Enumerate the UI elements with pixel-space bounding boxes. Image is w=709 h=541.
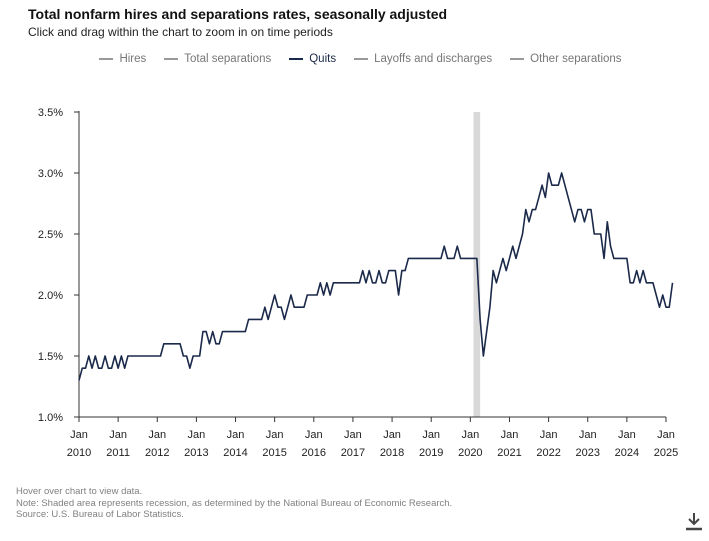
x-tick-label-year: 2019 — [419, 447, 443, 459]
x-tick-label-month: Jan — [109, 429, 127, 441]
legend: Hires Total separations Quits Layoffs an… — [0, 53, 709, 65]
y-tick-label: 3.5% — [38, 107, 63, 119]
legend-item-quits[interactable]: Quits — [289, 53, 336, 65]
x-tick-label-month: Jan — [70, 429, 88, 441]
y-tick-label: 1.5% — [38, 351, 63, 363]
legend-label-quits: Quits — [309, 53, 337, 65]
x-tick-label-month: Jan — [266, 429, 284, 441]
axis-layer: 1.0% 1.5% 2.0% 2.5% 3.0% 3.5% Jan 2010 Jan 2011 Ja… — [38, 107, 678, 459]
x-tick-label-year: 2023 — [575, 447, 599, 459]
series-line-quits[interactable] — [78, 172, 674, 381]
hover-hint: Hover over chart to view data. — [16, 486, 143, 497]
x-tick-label-year: 2017 — [341, 447, 365, 459]
x-tick-label-month: Jan — [501, 429, 519, 441]
x-tick-label-month: Jan — [579, 429, 597, 441]
x-tick-label-month: Jan — [657, 429, 675, 441]
x-tick-label-month: Jan — [618, 429, 636, 441]
y-tick-label: 1.0% — [38, 412, 63, 424]
legend-item-total-separations[interactable]: Total separations — [164, 53, 271, 65]
legend-item-hires[interactable]: Hires — [99, 53, 146, 65]
series-layer — [78, 172, 674, 381]
x-tick-label-year: 2022 — [536, 447, 560, 459]
x-tick-label-year: 2024 — [615, 447, 639, 459]
legend-swatch-total-separations — [164, 58, 179, 60]
x-tick-label-month: Jan — [461, 429, 479, 441]
chart-notes: Hover over chart to view data. Note: Sha… — [16, 486, 452, 521]
x-tick-label-month: Jan — [383, 429, 401, 441]
x-tick-label-year: 2015 — [262, 447, 286, 459]
x-tick-label-year: 2014 — [223, 447, 247, 459]
legend-swatch-other-separations — [510, 58, 525, 60]
x-tick-label-year: 2016 — [302, 447, 326, 459]
legend-label-hires: Hires — [119, 53, 147, 65]
y-tick-label: 3.0% — [38, 168, 63, 180]
x-tick-label-month: Jan — [540, 429, 558, 441]
legend-swatch-layoffs-and-discharges — [354, 58, 369, 60]
x-tick-label-year: 2012 — [145, 447, 169, 459]
chart-title: Total nonfarm hires and separations rate… — [28, 6, 448, 22]
x-tick-label-year: 2018 — [380, 447, 404, 459]
x-tick-label-year: 2021 — [497, 447, 521, 459]
legend-label-total-separations: Total separations — [184, 53, 272, 65]
legend-swatch-hires — [99, 58, 114, 60]
x-tick-label-month: Jan — [148, 429, 166, 441]
legend-item-other-separations[interactable]: Other separations — [510, 53, 622, 65]
legend-item-layoffs-and-discharges[interactable]: Layoffs and discharges — [354, 53, 492, 65]
x-tick-label-month: Jan — [422, 429, 440, 441]
x-tick-label-year: 2011 — [106, 447, 130, 459]
chart-subtitle: Click and drag within the chart to zoom … — [28, 25, 333, 39]
x-tick-label-month: Jan — [188, 429, 206, 441]
legend-label-other-separations: Other separations — [530, 53, 622, 65]
x-tick-label-month: Jan — [227, 429, 245, 441]
download-icon[interactable] — [683, 510, 705, 532]
x-tick-label-year: 2025 — [654, 447, 678, 459]
x-tick-label-year: 2020 — [458, 447, 482, 459]
x-tick-label-year: 2013 — [184, 447, 208, 459]
x-tick-label-month: Jan — [344, 429, 362, 441]
legend-label-layoffs-and-discharges: Layoffs and discharges — [374, 53, 493, 65]
x-tick-label-month: Jan — [305, 429, 323, 441]
recession-note: Note: Shaded area represents recession, … — [16, 497, 453, 509]
source-note: Source: U.S. Bureau of Labor Statistics. — [16, 509, 184, 520]
y-tick-label: 2.0% — [38, 290, 63, 302]
x-tick-label-year: 2010 — [67, 447, 91, 459]
legend-swatch-quits — [289, 58, 304, 60]
y-tick-label: 2.5% — [38, 229, 63, 241]
